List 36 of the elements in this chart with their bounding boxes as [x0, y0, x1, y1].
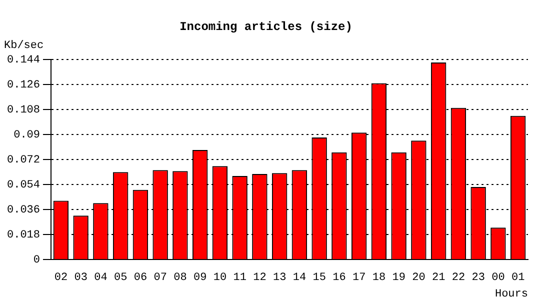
chart-title: Incoming articles (size) [180, 20, 352, 34]
x-tick-label: 22 [452, 272, 466, 284]
x-tick-label: 00 [492, 272, 505, 284]
x-tick-label: 08 [174, 272, 187, 284]
y-tick-label: 0 [33, 254, 40, 267]
y-axis-title: Kb/sec [4, 40, 44, 52]
x-tick-label: 09 [193, 272, 207, 284]
y-tick-label: 0.144 [6, 54, 40, 67]
x-axis-title: Hours [494, 288, 528, 300]
x-tick-label: 15 [312, 272, 326, 284]
x-tick-label: 07 [154, 272, 167, 284]
x-tick-label: 21 [432, 272, 446, 284]
x-tick-label: 01 [511, 272, 526, 284]
x-tick-label: 06 [134, 272, 148, 284]
x-tick-label: 23 [472, 272, 485, 284]
x-tick-label: 11 [233, 272, 247, 284]
x-tick-label: 04 [94, 272, 108, 284]
y-tick-label: 0.108 [6, 104, 40, 117]
x-tick-label: 12 [253, 272, 266, 284]
x-tick-label: 16 [332, 272, 346, 284]
x-tick-label: 02 [54, 272, 68, 284]
y-tick-label: 0.054 [6, 180, 40, 192]
y-tick-label: 0.036 [6, 204, 40, 217]
y-tick-label: 0.018 [6, 230, 40, 242]
y-tick-label: 0.126 [6, 80, 40, 92]
x-tick-label: 03 [74, 272, 88, 284]
x-tick-label: 05 [114, 272, 128, 284]
y-tick-label: 0.072 [6, 154, 40, 167]
x-tick-label: 14 [292, 272, 306, 284]
x-tick-label: 18 [372, 272, 386, 284]
x-tick-label: 10 [213, 272, 227, 284]
x-tick-label: 19 [392, 272, 406, 284]
x-tick-label: 13 [272, 272, 286, 284]
y-tick-label: 0.09 [14, 130, 40, 142]
x-tick-label: 20 [412, 272, 426, 284]
x-tick-label: 17 [352, 272, 366, 284]
